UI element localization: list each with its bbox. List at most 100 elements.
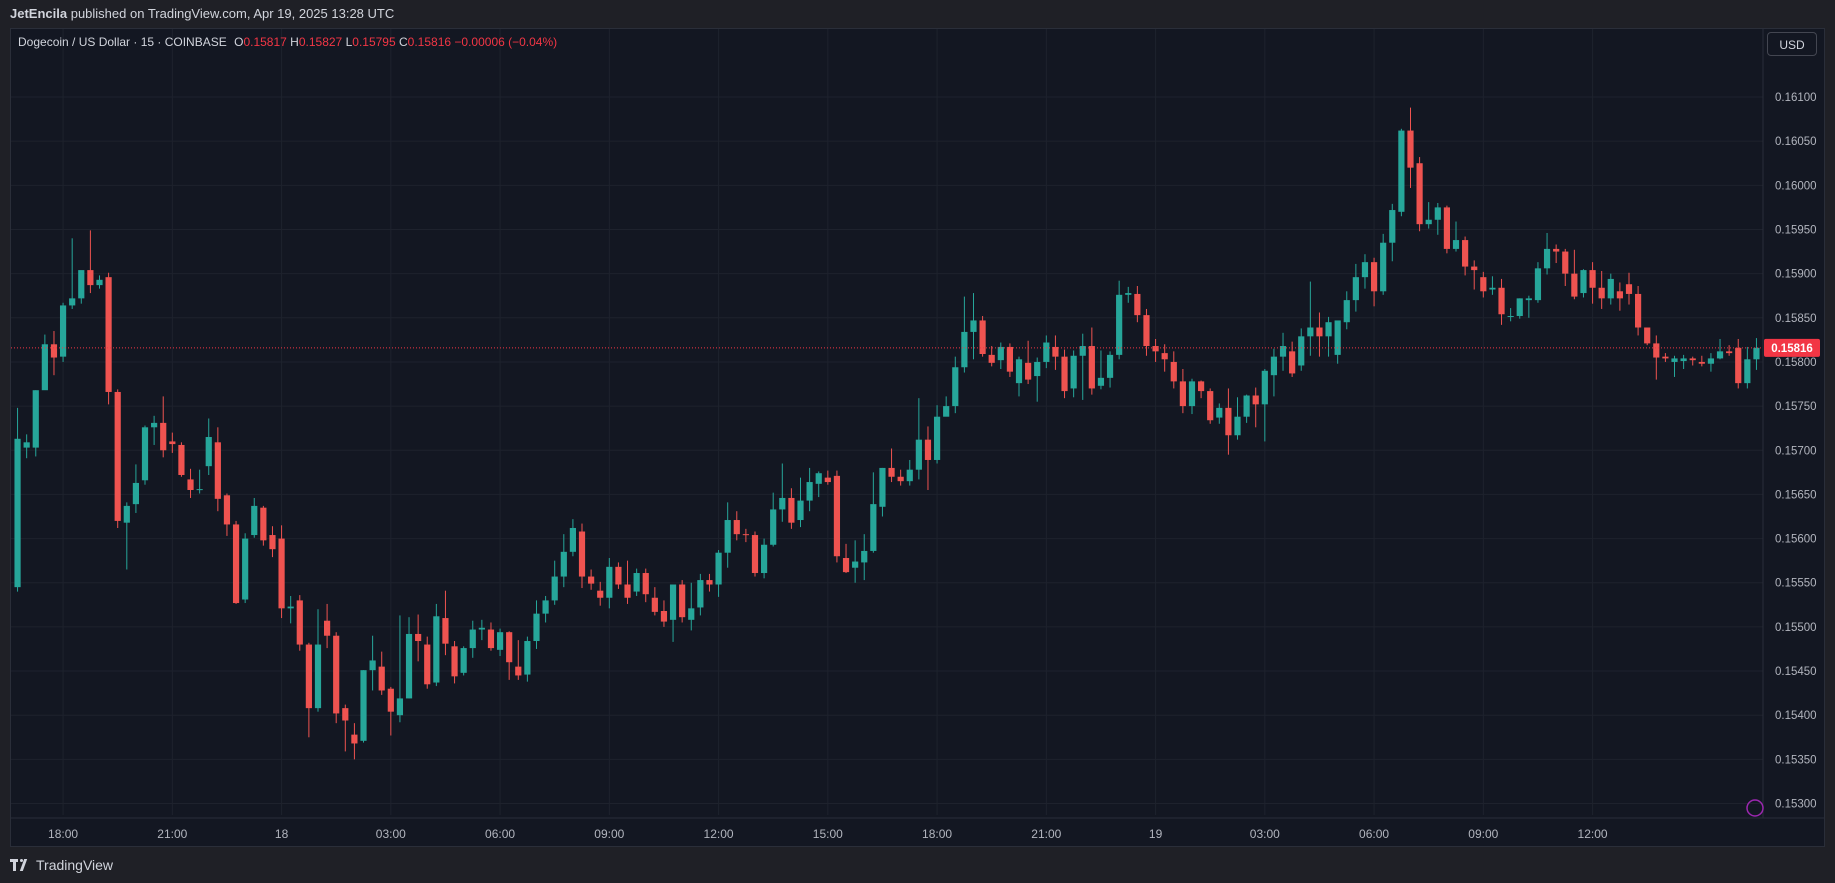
candle-body[interactable] <box>1279 346 1287 357</box>
candle-body[interactable] <box>724 520 731 553</box>
candle-body[interactable] <box>624 584 631 598</box>
candle-body[interactable] <box>387 688 394 712</box>
candle-body[interactable] <box>1616 291 1623 299</box>
candle-body[interactable] <box>114 391 121 521</box>
candle-body[interactable] <box>78 270 85 299</box>
candle-body[interactable] <box>888 467 895 477</box>
candle-body[interactable] <box>178 444 185 475</box>
candle-body[interactable] <box>1152 346 1159 352</box>
candle-body[interactable] <box>415 633 422 642</box>
candle-body[interactable] <box>706 580 713 585</box>
candle-body[interactable] <box>797 500 804 521</box>
candle-body[interactable] <box>1389 210 1396 243</box>
candle-body[interactable] <box>1034 361 1041 377</box>
candle-body[interactable] <box>879 467 886 507</box>
candle-body[interactable] <box>1716 351 1724 359</box>
candle-body[interactable] <box>578 531 586 577</box>
candle-body[interactable] <box>1298 336 1305 366</box>
candle-body[interactable] <box>287 606 294 609</box>
candle-body[interactable] <box>1452 240 1460 249</box>
candle-body[interactable] <box>1261 370 1268 405</box>
candle-body[interactable] <box>478 627 485 630</box>
candle-body[interactable] <box>1207 391 1214 421</box>
candle-body[interactable] <box>1352 277 1359 301</box>
candle-body[interactable] <box>1443 207 1451 249</box>
candle-body[interactable] <box>1161 353 1168 360</box>
candle-body[interactable] <box>50 344 58 358</box>
candle-body[interactable] <box>1143 315 1150 347</box>
candle-body[interactable] <box>751 535 759 574</box>
candle-body[interactable] <box>187 479 194 491</box>
candle-body[interactable] <box>1580 270 1587 294</box>
candle-body[interactable] <box>788 497 795 523</box>
candle-body[interactable] <box>588 576 595 584</box>
candle-body[interactable] <box>232 524 240 604</box>
candle-body[interactable] <box>141 427 149 481</box>
candle-body[interactable] <box>1507 316 1514 318</box>
candle-body[interactable] <box>1489 287 1496 290</box>
candle-body[interactable] <box>396 698 404 716</box>
candle-body[interactable] <box>1598 287 1605 299</box>
candle-body[interactable] <box>1689 358 1696 361</box>
candle-body[interactable] <box>1671 358 1678 362</box>
candle-body[interactable] <box>351 734 358 744</box>
candle-body[interactable] <box>69 298 76 306</box>
candle-body[interactable] <box>1498 287 1505 315</box>
candle-body[interactable] <box>733 520 740 535</box>
candle-body[interactable] <box>1516 298 1523 317</box>
candle-body[interactable] <box>1380 242 1387 292</box>
candle-body[interactable] <box>606 566 613 598</box>
candle-body[interactable] <box>633 573 640 592</box>
candle-body[interactable] <box>1471 266 1478 271</box>
candle-body[interactable] <box>487 629 495 649</box>
candle-body[interactable] <box>861 550 868 563</box>
candle-body[interactable] <box>1480 277 1487 292</box>
candle-body[interactable] <box>1607 278 1614 299</box>
candle-body[interactable] <box>41 344 48 391</box>
candle-body[interactable] <box>760 544 768 574</box>
candle-body[interactable] <box>260 507 267 541</box>
candle-body[interactable] <box>1015 359 1023 384</box>
candle-body[interactable] <box>770 509 777 545</box>
candle-body[interactable] <box>214 442 221 499</box>
candle-body[interactable] <box>515 666 522 676</box>
candle-body[interactable] <box>542 600 549 614</box>
candle-body[interactable] <box>715 552 722 585</box>
candle-body[interactable] <box>360 670 367 741</box>
candle-body[interactable] <box>1334 320 1341 355</box>
candle-body[interactable] <box>169 441 176 445</box>
candle-body[interactable] <box>405 633 413 699</box>
candle-body[interactable] <box>569 527 577 552</box>
candle-body[interactable] <box>1179 381 1186 407</box>
candle-body[interactable] <box>1170 361 1177 382</box>
candle-body[interactable] <box>815 473 822 484</box>
candle-body[interactable] <box>524 641 531 675</box>
candle-body[interactable] <box>1416 163 1423 225</box>
candle-body[interactable] <box>1270 356 1278 376</box>
candle-body[interactable] <box>1316 327 1323 337</box>
candle-body[interactable] <box>1525 298 1532 301</box>
candle-body[interactable] <box>1361 262 1369 278</box>
symbol-title[interactable]: Dogecoin / US Dollar · 15 · COINBASE <box>18 35 227 49</box>
candle-body[interactable] <box>451 646 458 677</box>
candle-body[interactable] <box>742 534 749 536</box>
candle-body[interactable] <box>1571 273 1578 297</box>
candle-body[interactable] <box>87 270 94 286</box>
candle-body[interactable] <box>970 320 977 332</box>
candle-body[interactable] <box>1216 407 1223 418</box>
candle-body[interactable] <box>1125 293 1132 295</box>
candle-body[interactable] <box>1116 294 1123 355</box>
candle-body[interactable] <box>105 277 112 392</box>
candle-body[interactable] <box>1425 219 1432 225</box>
candle-body[interactable] <box>1370 262 1378 292</box>
candle-body[interactable] <box>496 632 504 650</box>
candle-body[interactable] <box>697 580 704 608</box>
candle-body[interactable] <box>979 320 986 354</box>
candle-body[interactable] <box>333 635 340 714</box>
candle-body[interactable] <box>1744 359 1751 384</box>
candle-body[interactable] <box>1225 407 1232 436</box>
candle-body[interactable] <box>688 608 695 620</box>
candle-body[interactable] <box>1462 240 1469 267</box>
candle-body[interactable] <box>469 629 476 649</box>
candle-body[interactable] <box>642 573 649 595</box>
